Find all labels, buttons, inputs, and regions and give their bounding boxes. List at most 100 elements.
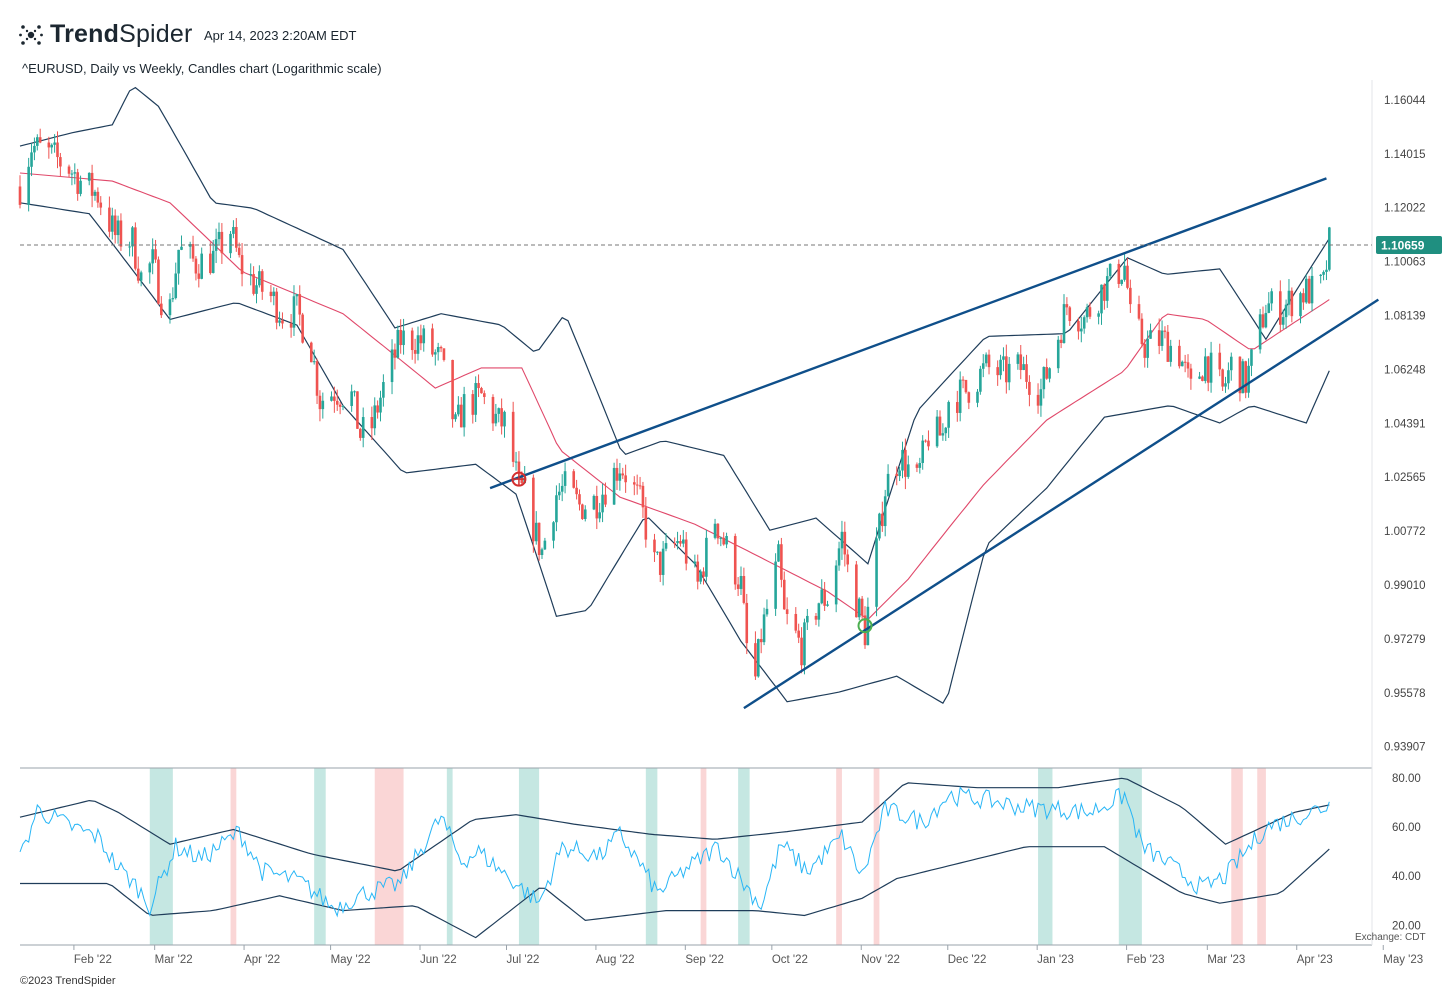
candle xyxy=(979,365,982,395)
candle-body xyxy=(209,253,212,274)
candle-body xyxy=(826,604,829,606)
price-tick-label: 0.93907 xyxy=(1384,742,1426,754)
candle xyxy=(598,502,601,523)
rsi-upper-band xyxy=(19,777,1330,872)
candle xyxy=(797,623,800,644)
candle-body xyxy=(520,473,524,484)
price-tick-label: 1.12022 xyxy=(1384,203,1426,215)
candle xyxy=(964,379,968,394)
rsi-tick-label: 40.00 xyxy=(1392,871,1421,883)
candle xyxy=(96,187,100,208)
candle xyxy=(1290,287,1294,323)
candle-body xyxy=(1005,356,1008,383)
candle xyxy=(1267,292,1271,314)
candle-body xyxy=(1103,284,1106,301)
candle xyxy=(1229,352,1233,381)
candle xyxy=(1180,360,1184,367)
candle xyxy=(335,389,339,411)
candle-body xyxy=(90,172,94,196)
candle-body xyxy=(1183,361,1187,363)
candle xyxy=(1059,334,1063,349)
candle xyxy=(921,435,924,470)
candle-body xyxy=(1267,303,1271,313)
candle xyxy=(1201,375,1204,382)
candle-body xyxy=(511,411,515,462)
candle xyxy=(1238,356,1242,402)
candle-body xyxy=(534,522,538,542)
candle-body xyxy=(583,509,587,519)
axis-labels: 1.10659 1.16044 1.14015 1.12022 1.10063 1.081… xyxy=(74,95,1442,966)
candle xyxy=(1056,335,1060,373)
candle-body xyxy=(699,571,702,582)
candle xyxy=(938,410,942,436)
candle-body xyxy=(904,449,907,477)
candle-body xyxy=(1204,356,1207,381)
candle-body xyxy=(780,544,783,580)
candle-body xyxy=(834,565,838,605)
candle xyxy=(1039,378,1043,417)
candle xyxy=(774,553,777,616)
candle xyxy=(1016,352,1020,370)
candle xyxy=(330,391,333,402)
candle-body xyxy=(785,609,789,614)
candle-body xyxy=(664,543,668,549)
candle-body xyxy=(572,471,576,488)
candle xyxy=(904,438,907,490)
candle-body xyxy=(1218,352,1222,370)
candle xyxy=(1183,354,1187,373)
candle-body xyxy=(598,512,601,519)
candle-body xyxy=(390,349,394,383)
candle-body xyxy=(321,400,325,410)
candle-body xyxy=(180,246,183,250)
candle-body xyxy=(736,584,740,589)
candle xyxy=(1085,303,1089,323)
candle-body xyxy=(658,551,662,575)
candle-body xyxy=(1149,330,1152,339)
candle-body xyxy=(399,329,402,346)
candle-body xyxy=(618,473,622,481)
candle-body xyxy=(1059,339,1063,343)
candle xyxy=(462,386,466,437)
candle-body xyxy=(269,291,273,297)
candle-body xyxy=(837,548,841,566)
candle-body xyxy=(1166,331,1170,362)
candle xyxy=(906,455,910,479)
candle xyxy=(309,341,313,363)
candle xyxy=(252,266,255,296)
candle-body xyxy=(191,244,195,259)
candle-body xyxy=(878,513,881,539)
candle xyxy=(451,359,454,428)
candle xyxy=(615,458,619,490)
last-price-tag: 1.10659 xyxy=(1376,236,1442,255)
candle-body xyxy=(927,440,930,447)
candle-body xyxy=(494,413,498,424)
candle-body xyxy=(1137,304,1141,319)
candle xyxy=(1270,288,1273,311)
candle-body xyxy=(278,320,281,323)
candle xyxy=(1247,358,1250,398)
candle xyxy=(292,285,296,336)
candle-body xyxy=(108,207,111,232)
candle-body xyxy=(53,142,56,145)
candle-body xyxy=(376,405,379,413)
candle xyxy=(794,607,798,634)
candle xyxy=(644,497,648,548)
candle xyxy=(1250,348,1253,377)
price-tick-label: 1.06248 xyxy=(1384,364,1426,376)
candle xyxy=(139,270,143,287)
candle-body xyxy=(1178,345,1181,367)
candle-body xyxy=(217,231,221,240)
candle xyxy=(431,323,434,357)
candle-body xyxy=(595,495,599,519)
candle-body xyxy=(168,299,172,316)
candle-body xyxy=(93,191,97,196)
candle xyxy=(191,235,195,262)
candle xyxy=(722,532,725,546)
candle-body xyxy=(777,544,780,562)
candle xyxy=(612,462,616,505)
candle-body xyxy=(370,417,374,429)
candle xyxy=(733,533,737,590)
candle-body xyxy=(800,637,803,666)
candle xyxy=(543,537,547,551)
